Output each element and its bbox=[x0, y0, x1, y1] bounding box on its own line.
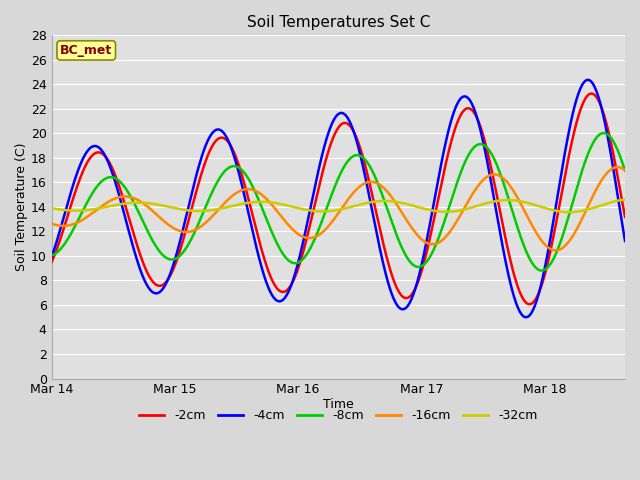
Text: BC_met: BC_met bbox=[60, 44, 113, 57]
Title: Soil Temperatures Set C: Soil Temperatures Set C bbox=[246, 15, 430, 30]
Y-axis label: Soil Temperature (C): Soil Temperature (C) bbox=[15, 143, 28, 271]
X-axis label: Time: Time bbox=[323, 398, 354, 411]
Legend: -2cm, -4cm, -8cm, -16cm, -32cm: -2cm, -4cm, -8cm, -16cm, -32cm bbox=[134, 404, 543, 427]
